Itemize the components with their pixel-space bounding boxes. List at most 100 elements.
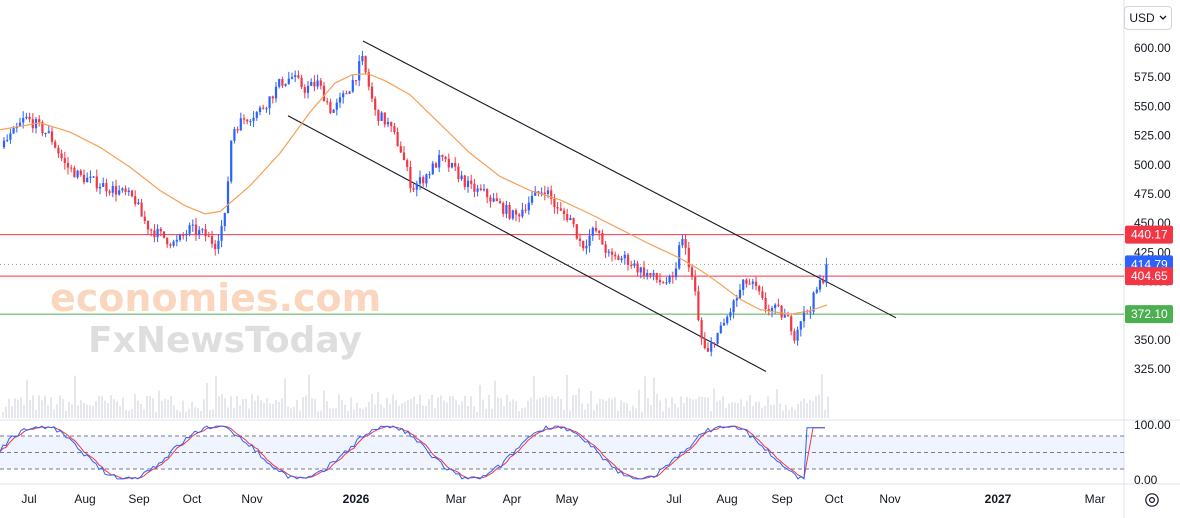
volume-bar — [374, 404, 376, 418]
candle-body — [514, 210, 518, 215]
volume-bar — [806, 403, 808, 418]
volume-bar — [146, 396, 148, 418]
candle-body — [646, 273, 649, 277]
volume-bar — [449, 396, 451, 418]
candle-body — [329, 102, 332, 113]
volume-bar — [518, 411, 520, 418]
candle-body — [764, 297, 767, 310]
candle-body — [249, 120, 252, 122]
candle-body — [345, 93, 348, 95]
candle-body — [351, 80, 354, 92]
volume-bar — [242, 398, 244, 418]
volume-bar — [452, 396, 454, 418]
candle-body — [201, 229, 204, 231]
volume-bar — [419, 394, 421, 418]
price-tick-label: 550.00 — [1134, 99, 1171, 113]
candle-body — [818, 280, 822, 290]
volume-bar — [635, 408, 637, 418]
volume-bar — [365, 407, 367, 418]
volume-bar — [716, 401, 718, 418]
volume-bar — [545, 395, 547, 418]
volume-bar — [254, 400, 256, 418]
candle-body — [418, 177, 422, 184]
candle-body — [786, 315, 790, 317]
volume-bar — [617, 410, 619, 418]
candle-body — [527, 202, 530, 211]
volume-bar — [311, 398, 313, 418]
volume-bar — [338, 394, 340, 418]
candle-body — [41, 122, 44, 134]
candle-body — [466, 180, 470, 187]
volume-bar — [818, 394, 820, 418]
volume-bar — [719, 400, 721, 418]
candle-body — [89, 176, 92, 178]
price-tag-label: 440.17 — [1131, 228, 1168, 242]
volume-bar — [620, 400, 622, 418]
candle-body — [297, 75, 300, 78]
candle-body — [185, 233, 188, 236]
volume-bar — [296, 400, 298, 418]
candle-body — [319, 80, 322, 86]
gear-icon[interactable] — [1143, 491, 1161, 509]
candle-body — [278, 79, 281, 87]
volume-bar — [593, 410, 595, 418]
volume-bar — [53, 409, 55, 418]
volume-bar — [605, 400, 607, 418]
volume-bar — [431, 394, 433, 418]
volume-bar — [710, 411, 712, 418]
volume-bar — [695, 399, 697, 418]
volume-bar — [755, 401, 757, 418]
candle-body — [98, 186, 102, 189]
price-tag-support: 372.10 — [1125, 305, 1173, 324]
time-tick-label: Sep — [128, 492, 150, 506]
candle-body — [76, 170, 79, 178]
volume-bar — [707, 397, 709, 418]
candle-body — [726, 316, 729, 324]
candle-body — [585, 245, 588, 249]
volume-bar — [65, 410, 67, 418]
volume-bar — [731, 402, 733, 418]
candle-body — [636, 263, 639, 273]
volume-bar — [749, 395, 751, 418]
volume-bar — [494, 380, 496, 418]
candle-body — [713, 342, 716, 344]
volume-bar — [188, 408, 190, 418]
candle-body — [204, 229, 207, 237]
candle-body — [153, 230, 156, 238]
volume-bar — [317, 411, 319, 418]
candle-body — [70, 167, 73, 169]
currency-selector-button[interactable]: USD — [1124, 6, 1172, 30]
volume-bar — [23, 405, 25, 418]
channel-line-1 — [287, 115, 767, 373]
volume-bar — [167, 399, 169, 418]
candle-body — [262, 107, 265, 109]
candle-body — [473, 183, 476, 192]
volume-bar — [623, 402, 625, 418]
candle-body — [108, 191, 111, 193]
volume-bar — [356, 402, 358, 418]
candle-body — [377, 109, 380, 121]
candle-body — [22, 118, 25, 123]
candle-body — [534, 191, 537, 196]
volume-bar — [647, 398, 649, 418]
candle-body — [114, 186, 118, 195]
candle-body — [774, 304, 777, 309]
volume-bar — [689, 398, 691, 418]
volume-bar — [389, 404, 391, 418]
candle-body — [623, 254, 626, 259]
volume-bar — [173, 405, 175, 418]
candle-body — [454, 163, 457, 167]
candle-body — [566, 214, 569, 220]
time-tick-label: Nov — [241, 492, 262, 506]
candle-body — [754, 281, 758, 287]
volume-bar — [479, 384, 481, 418]
candle-body — [668, 275, 671, 283]
volume-bar — [122, 397, 124, 418]
candle-body — [751, 281, 754, 284]
candle-body — [729, 312, 732, 317]
volume-bar — [326, 401, 328, 418]
volume-bar — [782, 410, 784, 418]
volume-bar — [263, 403, 265, 418]
